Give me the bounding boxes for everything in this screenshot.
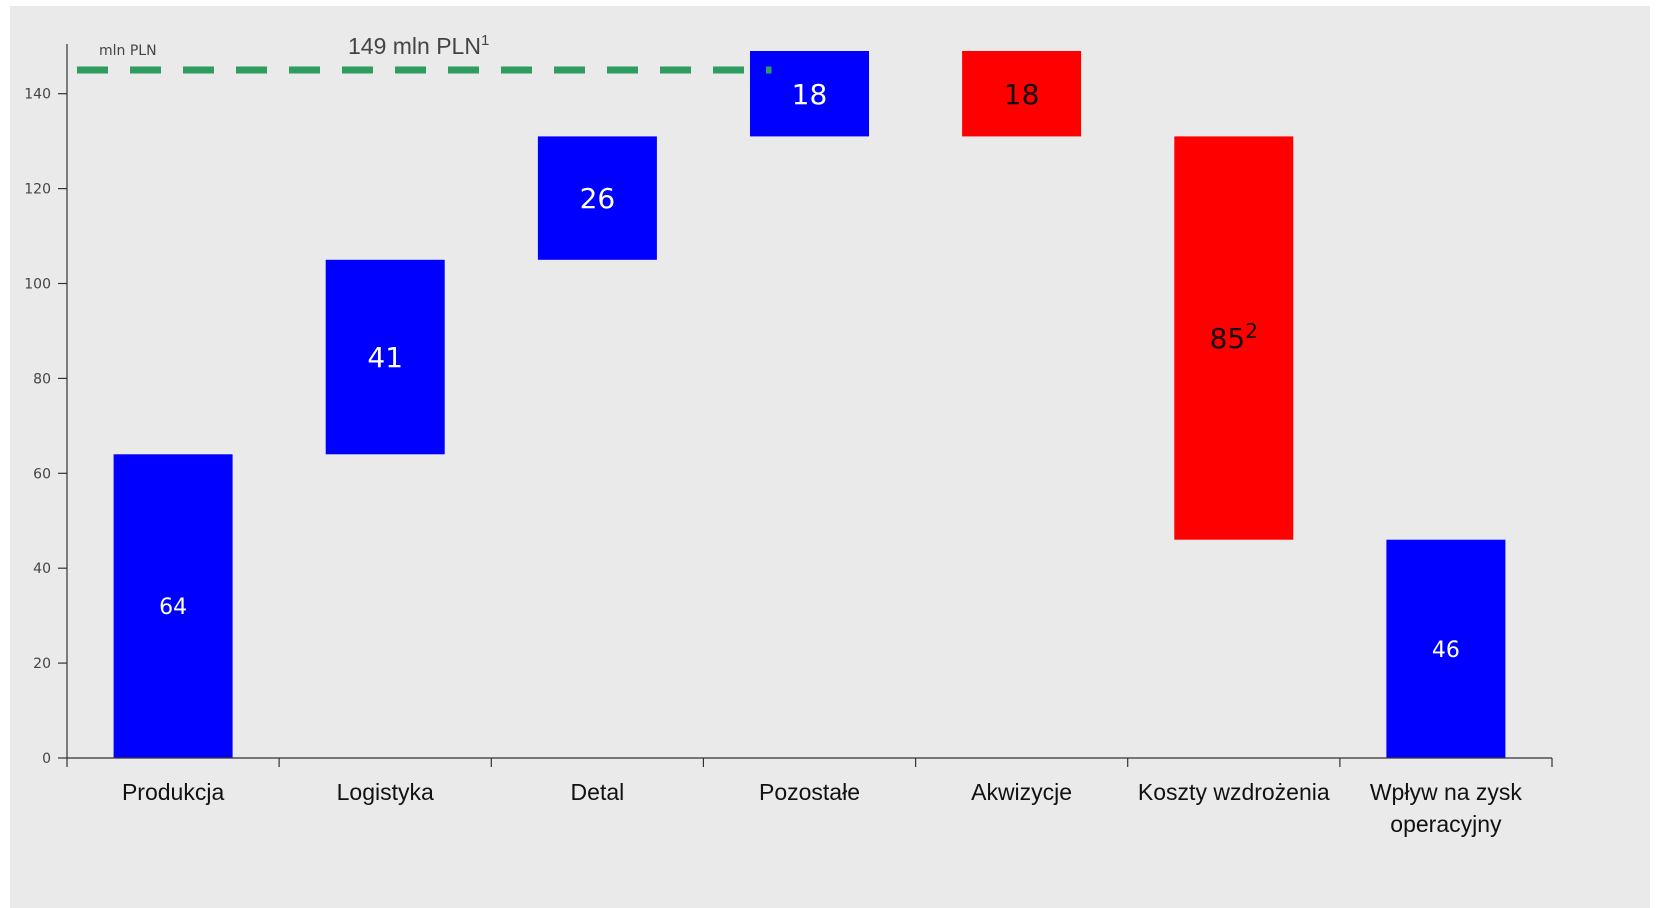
x-category-label: operacyjny xyxy=(1390,811,1502,837)
bar-value-label: 18 xyxy=(792,78,828,111)
bar-value-label: 18 xyxy=(1004,78,1040,111)
y-tick-label: 120 xyxy=(24,182,51,198)
bar-value-label: 64 xyxy=(159,595,187,620)
bar-value-label: 852 xyxy=(1210,319,1258,355)
bar-6 xyxy=(1174,136,1294,540)
y-tick-label: 20 xyxy=(33,656,51,672)
bar-value-label: 41 xyxy=(367,341,403,374)
bar-value-label: 46 xyxy=(1432,638,1460,663)
x-category-label: Pozostałe xyxy=(759,779,860,805)
bar-2 xyxy=(325,259,445,455)
bar-1 xyxy=(113,454,233,758)
bar-5 xyxy=(962,51,1082,137)
labels-layer: 64 41 26 18 18 852 46 149 mln PLN1 mln PLN 0 20 40 6… xyxy=(24,32,1522,837)
x-category-label: Logistyka xyxy=(337,779,434,805)
bars-layer xyxy=(113,51,1506,758)
y-tick-label: 80 xyxy=(33,371,51,387)
unit-label: mln PLN xyxy=(99,43,157,59)
plot-background xyxy=(10,6,1650,908)
y-tick-label: 140 xyxy=(24,87,51,103)
x-category-label: Wpływ na zysk xyxy=(1370,779,1523,805)
bar-4 xyxy=(750,51,869,137)
bar-7 xyxy=(1386,539,1506,758)
x-category-label: Produkcja xyxy=(122,779,224,805)
axes-layer xyxy=(58,44,1553,767)
bar-3 xyxy=(537,136,657,260)
y-tick-label: 0 xyxy=(42,751,51,767)
x-category-label: Akwizycje xyxy=(971,779,1072,805)
y-tick-label: 60 xyxy=(33,466,51,482)
x-category-label: Detal xyxy=(571,779,625,805)
bar-value-label: 26 xyxy=(580,182,616,215)
reference-line-label: 149 mln PLN1 xyxy=(348,32,489,59)
y-tick-label: 40 xyxy=(33,561,51,577)
x-category-label: Koszty wzdrożenia xyxy=(1138,779,1330,805)
y-tick-label: 100 xyxy=(24,277,51,293)
